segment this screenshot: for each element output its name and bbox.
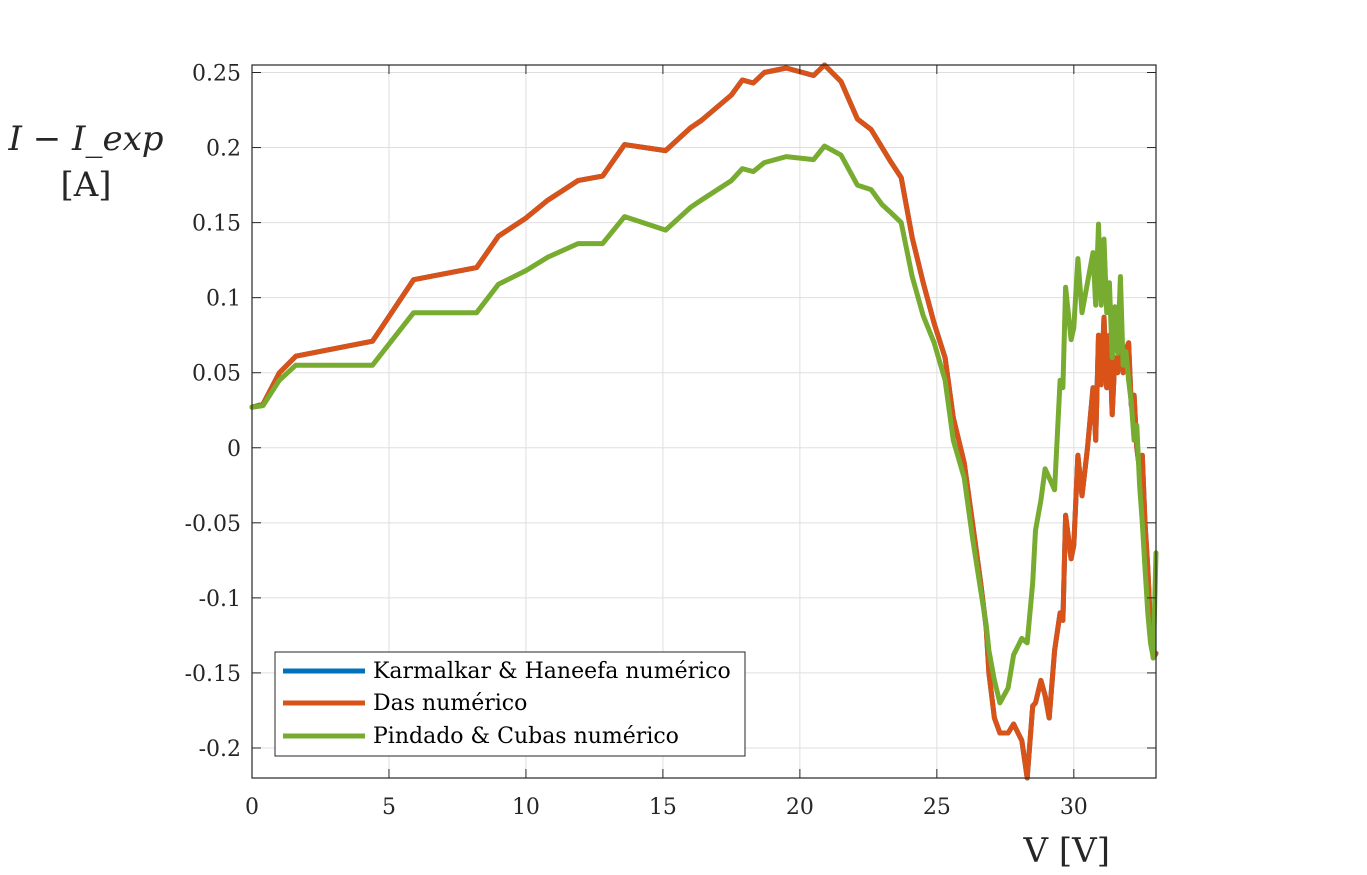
y-tick-label: -0.05 bbox=[185, 512, 241, 537]
y-tick-label: 0.1 bbox=[206, 287, 241, 312]
legend-label-das: Das numérico bbox=[373, 691, 527, 716]
x-tick-label: 30 bbox=[1060, 795, 1088, 820]
x-axis-label: V [V] bbox=[1023, 831, 1110, 871]
series-line-das bbox=[249, 62, 1159, 781]
y-tick-label: 0.05 bbox=[192, 362, 241, 387]
y-tick-label: 0.25 bbox=[192, 62, 241, 87]
y-tick-label: -0.15 bbox=[185, 662, 241, 687]
y-axis-label-line1: I − I_exp bbox=[7, 119, 163, 159]
series-lines bbox=[249, 62, 1159, 781]
y-tick-label: 0 bbox=[227, 437, 241, 462]
legend-label-pindado: Pindado & Cubas numérico bbox=[373, 724, 679, 749]
x-tick-label: 15 bbox=[649, 795, 677, 820]
y-axis-label-line2: [A] bbox=[60, 165, 111, 205]
plot-frame bbox=[251, 64, 1157, 779]
y-tick-labels: -0.2 -0.15 -0.1 -0.05 0 0.05 0.1 0.15 0.2 0.25 bbox=[185, 62, 241, 762]
legend-label-karmalkar: Karmalkar & Haneefa numérico bbox=[373, 659, 731, 684]
y-tick-label: 0.2 bbox=[206, 137, 241, 162]
x-tick-label: 25 bbox=[923, 795, 951, 820]
axis-ticks bbox=[251, 65, 1156, 778]
y-tick-label: 0.15 bbox=[192, 212, 241, 237]
y-tick-label: -0.2 bbox=[199, 737, 241, 762]
legend: Karmalkar & Haneefa numérico Das numéric… bbox=[274, 651, 746, 757]
x-tick-labels: 0 5 10 15 20 25 30 bbox=[245, 795, 1088, 820]
x-tick-label: 5 bbox=[382, 795, 396, 820]
x-tick-label: 10 bbox=[512, 795, 540, 820]
x-tick-label: 0 bbox=[245, 795, 259, 820]
x-tick-label: 20 bbox=[786, 795, 814, 820]
series-line-pindado bbox=[249, 143, 1159, 706]
y-tick-label: -0.1 bbox=[199, 587, 241, 612]
